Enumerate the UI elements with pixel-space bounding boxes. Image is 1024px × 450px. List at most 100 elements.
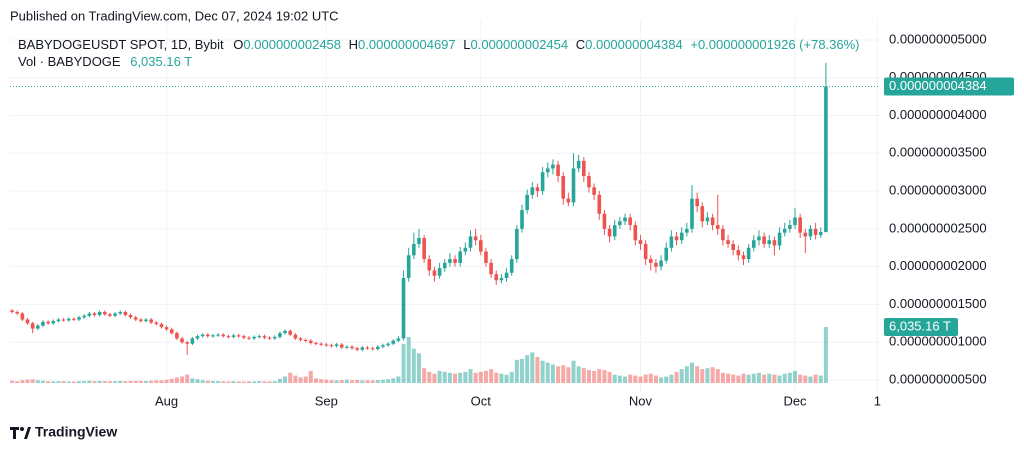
candle-body [211, 335, 215, 337]
candle-body [329, 345, 334, 347]
volume-bar [82, 380, 87, 383]
candle-body [669, 236, 674, 248]
volume-bar [25, 379, 30, 383]
candle-body [473, 236, 478, 241]
volume-bar [715, 369, 720, 383]
ohlc-key: O [233, 37, 243, 52]
x-tick-label: Sep [315, 393, 338, 408]
volume-bar [257, 381, 262, 383]
candle-body [139, 319, 143, 322]
volume-bar [813, 374, 818, 383]
x-tick-label: Aug [155, 393, 178, 408]
candle-body [628, 217, 632, 226]
volume-bar [71, 381, 76, 383]
candle-body [571, 168, 576, 203]
volume-bar [499, 373, 504, 383]
volume-bar [107, 381, 112, 383]
volume-bar [571, 360, 576, 383]
volume-bar [97, 380, 102, 383]
candle-body [365, 347, 370, 349]
candle-body [499, 277, 504, 281]
volume-bar [360, 380, 365, 383]
volume-bar [453, 373, 458, 383]
candle-body [607, 228, 612, 237]
candle-body [391, 340, 396, 344]
y-tick-label: 0.000000001500 [889, 296, 987, 311]
volume-bar [535, 357, 540, 383]
candle-body [715, 225, 720, 229]
volume-bar [556, 366, 561, 383]
volume-bar [463, 371, 468, 383]
candle-body [417, 237, 421, 244]
candle-body [108, 314, 112, 316]
candle-body [113, 313, 117, 316]
candle-body [164, 327, 169, 330]
candle-body [602, 213, 607, 229]
candle-body [463, 247, 468, 252]
candle-body [30, 323, 35, 329]
candle-body [818, 232, 823, 235]
volume-bar [679, 369, 684, 383]
logo-part [24, 427, 31, 439]
y-tick-label: 0.000000003500 [889, 145, 987, 160]
candle-body [592, 187, 596, 195]
candle-body [293, 334, 298, 339]
volume-bar [20, 380, 25, 383]
candle-body [726, 240, 730, 244]
volume-legend: Vol · BABYDOGE 6,035.16 T [18, 54, 192, 69]
volume-bar [803, 375, 808, 383]
volume-bar [154, 380, 159, 383]
volume-bar [190, 378, 195, 383]
volume-bar [391, 378, 396, 383]
y-tick-label: 0.000000002000 [889, 258, 987, 273]
volume-bar [267, 381, 272, 383]
candle-body [545, 168, 550, 173]
candle-body [597, 194, 602, 214]
volume-bar [185, 374, 190, 383]
brand-logo [10, 427, 31, 439]
volume-bar [174, 377, 179, 383]
candle-body [458, 251, 462, 263]
volume-bar [720, 372, 725, 383]
candle-body [56, 319, 61, 322]
volume-bar [380, 379, 385, 383]
candle-body [339, 344, 344, 348]
volume-bar [61, 381, 66, 383]
volume-bar [406, 337, 411, 383]
candle-body [643, 243, 648, 260]
candle-body [375, 346, 380, 350]
candle-body [648, 259, 653, 263]
volume-bar [545, 362, 550, 383]
volume-bar [288, 372, 293, 383]
candle-body [272, 336, 277, 339]
y-tick-label: 0.000000005000 [889, 31, 987, 46]
ohlc-key: C [576, 37, 585, 52]
volume-bar [530, 352, 535, 383]
candle-body [788, 225, 792, 229]
volume-bar [638, 376, 643, 383]
candle-body [406, 255, 411, 278]
volume-bar [308, 370, 313, 383]
volume-bar [489, 369, 494, 383]
volume-bar [118, 380, 123, 383]
y-tick-label: 0.000000002500 [889, 220, 987, 235]
volume-bar [710, 367, 715, 383]
ohlc-value: 0.000000002458 [243, 37, 341, 52]
candle-body [128, 315, 133, 318]
volume-bar [252, 381, 257, 383]
volume-bar [643, 374, 648, 383]
candle-body [741, 255, 746, 260]
volume-bar [164, 379, 169, 383]
ohlc-value: 0.000000004384 [585, 37, 683, 52]
candle-body [695, 198, 699, 207]
volume-bar [46, 381, 51, 383]
candle-body [535, 187, 540, 192]
candle-body [659, 260, 663, 267]
candle-body [123, 311, 128, 316]
candle-body [133, 317, 138, 320]
candle-body [808, 228, 813, 237]
volume-bar [149, 380, 154, 383]
candle-body [782, 228, 787, 233]
candle-body [154, 322, 159, 325]
volume-bar [365, 380, 370, 383]
